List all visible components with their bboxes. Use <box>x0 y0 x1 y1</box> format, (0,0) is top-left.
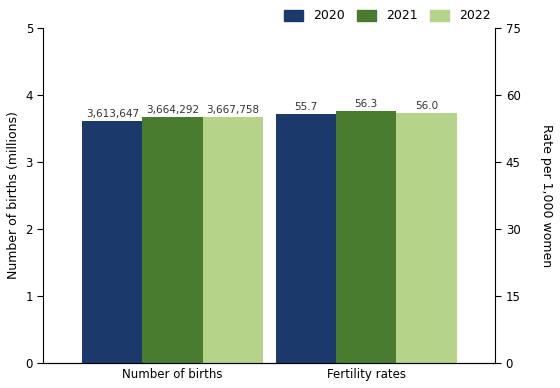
Bar <box>203 117 263 363</box>
Y-axis label: Number of births (millions): Number of births (millions) <box>7 112 20 279</box>
Text: 3,667,758: 3,667,758 <box>206 105 259 115</box>
Bar <box>276 114 336 363</box>
Legend: 2020, 2021, 2022: 2020, 2021, 2022 <box>279 4 495 28</box>
Y-axis label: Rate per 1,000 women: Rate per 1,000 women <box>540 124 553 267</box>
Text: 3,613,647: 3,613,647 <box>86 109 139 119</box>
Bar <box>336 111 396 363</box>
Bar <box>82 121 142 363</box>
Text: 55.7: 55.7 <box>295 102 318 112</box>
Text: 56.0: 56.0 <box>415 101 438 111</box>
Text: 56.3: 56.3 <box>354 99 378 109</box>
Bar <box>396 113 456 363</box>
Text: 3,664,292: 3,664,292 <box>146 106 199 115</box>
Bar <box>142 118 203 363</box>
